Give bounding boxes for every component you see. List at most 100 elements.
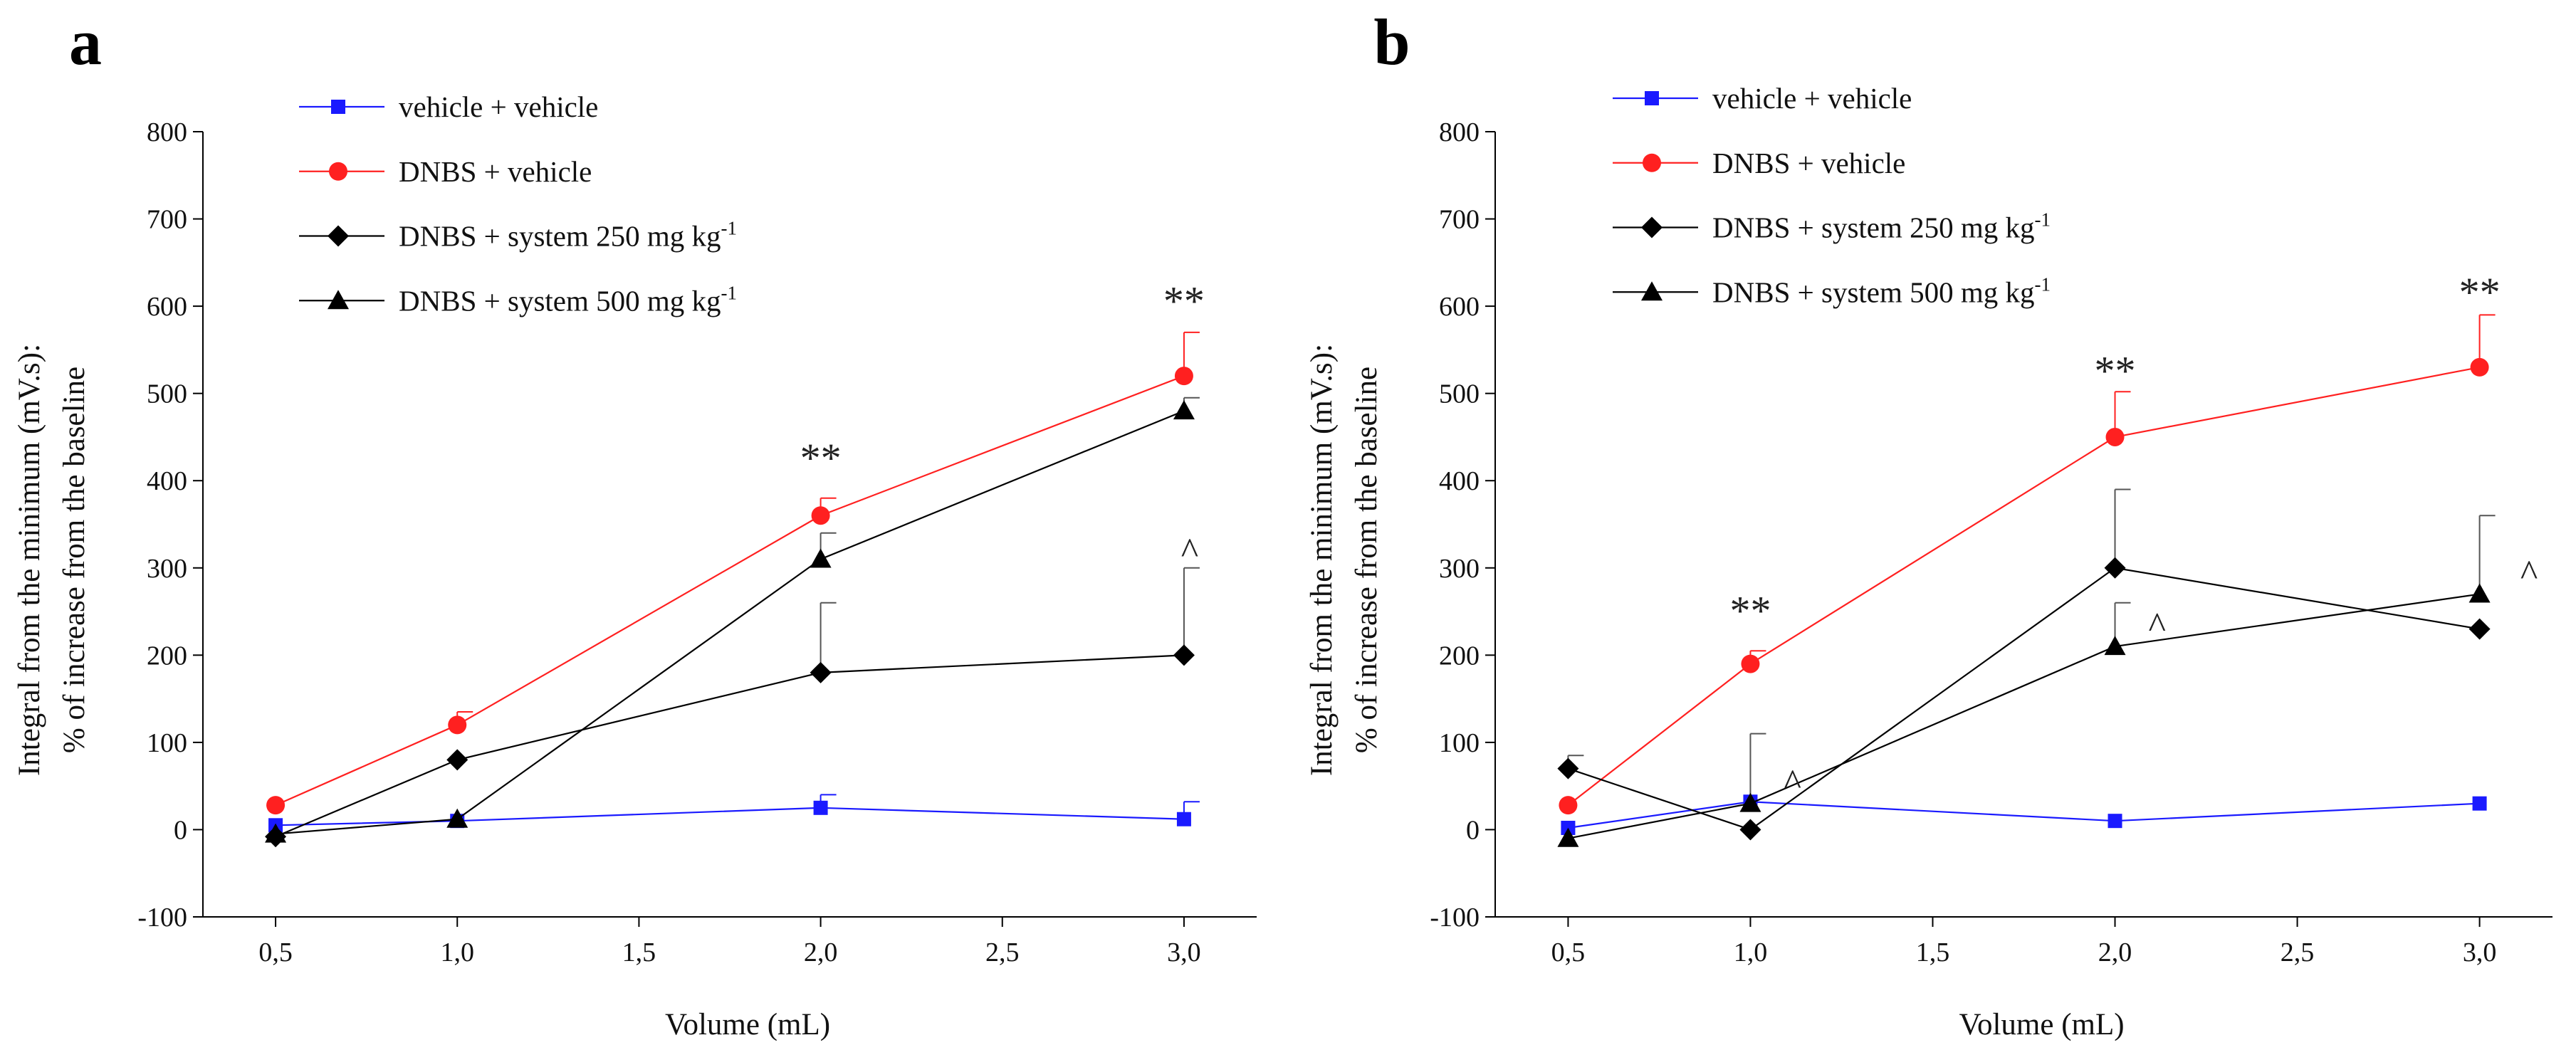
y-axis-title-line2: % of increase from the baseline (1350, 367, 1383, 753)
y-tick-label: 500 (1439, 379, 1480, 409)
x-tick-label: 3,0 (2463, 938, 2497, 967)
series-line (275, 375, 1185, 807)
data-point (1176, 812, 1191, 826)
data-point (2104, 557, 2126, 579)
data-point (265, 823, 287, 843)
data-point (810, 661, 832, 683)
y-tick-label: 500 (147, 379, 187, 409)
legend-marker (331, 100, 345, 114)
y-tick-label: 400 (1439, 466, 1480, 496)
y-tick-label: 0 (1466, 815, 1480, 845)
y-tick-label: 600 (1439, 292, 1480, 322)
series-1 (266, 331, 1200, 815)
significance-stars: ** (1163, 278, 1205, 324)
legend-marker (1641, 216, 1663, 238)
data-point (1174, 367, 1193, 386)
data-point (1739, 792, 1761, 812)
significance-caret: ^ (2149, 606, 2166, 646)
x-tick-label: 0,5 (1551, 938, 1586, 967)
y-tick-label: 200 (1439, 641, 1480, 671)
x-tick-label: 1,5 (1916, 938, 1950, 967)
chart-panel-b: b -100 0 100 200 300 400 500 600 700 800 0,5 1,0 1,5 2… (1305, 6, 2553, 1041)
x-tick-label: 2,5 (2281, 938, 2315, 967)
data-point (446, 808, 468, 828)
data-point (810, 548, 832, 568)
y-tick-label: 300 (147, 554, 187, 584)
data-point (1557, 827, 1579, 847)
data-point (1741, 654, 1760, 673)
x-tick-label: 2,0 (804, 938, 838, 967)
y-axis-title-line1: Integral from the minimum (mV.s): (1305, 344, 1339, 776)
legend-label: DNBS + system 250 mg kg-1 (1712, 209, 2051, 244)
legend-marker (1645, 91, 1659, 105)
series-0 (1561, 794, 2487, 835)
series-line (275, 654, 1184, 838)
y-tick-label: 300 (1439, 554, 1480, 584)
data-point (811, 506, 830, 525)
y-tick-label: 100 (1439, 728, 1480, 758)
x-tick-label: 2,5 (985, 938, 1020, 967)
significance-stars: ** (2095, 347, 2136, 394)
y-tick-label: 200 (147, 641, 187, 671)
legend-marker (328, 225, 349, 247)
series-0 (268, 794, 1200, 833)
data-point (448, 715, 467, 735)
data-point (2108, 814, 2122, 829)
x-axis-title: Volume (mL) (1959, 1008, 2124, 1041)
data-point (2470, 357, 2489, 377)
data-point (1173, 644, 1195, 666)
legend-label: vehicle + vehicle (1712, 82, 1912, 115)
series-line (1568, 801, 2480, 829)
series-line (1568, 593, 2480, 839)
series-1 (1559, 314, 2496, 815)
significance-caret: ^ (1784, 762, 1801, 803)
data-point (266, 796, 286, 815)
y-tick-label: 700 (1439, 205, 1480, 235)
data-point (2468, 618, 2491, 640)
legend: vehicle + vehicle DNBS + vehicle DNBS + sy… (1613, 82, 2051, 308)
y-tick-label: -100 (1430, 903, 1480, 933)
data-point (1739, 819, 1761, 841)
series-line (1568, 567, 2480, 831)
significance-caret: ^ (1181, 532, 1198, 572)
chart-panel-a: a -100 0 100 200 300 400 500 600 700 800 0,5 1,0 1,5 2… (13, 6, 1257, 1041)
data-point (1173, 400, 1195, 420)
x-tick-label: 1,0 (1734, 938, 1768, 967)
legend-label: DNBS + vehicle (399, 155, 592, 188)
data-point (813, 800, 828, 815)
legend-label: DNBS + vehicle (1712, 147, 1905, 179)
x-tick-label: 3,0 (1167, 938, 1201, 967)
y-axis-title-line2: % of increase from the baseline (58, 367, 91, 753)
data-point (2104, 636, 2126, 656)
y-tick-label: -100 (137, 903, 187, 933)
significance-stars: ** (2459, 269, 2501, 315)
y-tick-label: 100 (147, 728, 187, 758)
y-tick-label: 0 (174, 815, 187, 845)
y-tick-label: 700 (147, 205, 187, 235)
legend-label: vehicle + vehicle (399, 90, 598, 123)
y-axis-title-line1: Integral from the minimum (mV.s): (13, 344, 46, 776)
y-tick-label: 400 (147, 466, 187, 496)
legend-marker (1641, 281, 1663, 301)
data-point (2468, 583, 2491, 603)
significance-stars: ** (800, 435, 842, 481)
x-tick-label: 1,0 (440, 938, 474, 967)
legend-label: DNBS + system 500 mg kg-1 (1712, 273, 2051, 308)
x-tick-label: 1,5 (622, 938, 656, 967)
series-line (1567, 366, 2480, 806)
panel-label: a (69, 6, 102, 78)
legend: vehicle + vehicle DNBS + vehicle DNBS + sy… (299, 90, 737, 317)
series-3 (265, 397, 1200, 843)
panel-label: b (1373, 6, 1410, 78)
x-tick-label: 0,5 (258, 938, 293, 967)
data-point (1557, 757, 1579, 779)
series-2 (265, 567, 1200, 848)
legend-marker (329, 162, 347, 181)
data-point (1559, 796, 1578, 815)
series-line (275, 410, 1185, 835)
legend-label: DNBS + system 500 mg kg-1 (399, 282, 737, 317)
y-tick-label: 600 (147, 292, 187, 322)
series-line (276, 807, 1184, 826)
series-3 (1557, 515, 2496, 847)
